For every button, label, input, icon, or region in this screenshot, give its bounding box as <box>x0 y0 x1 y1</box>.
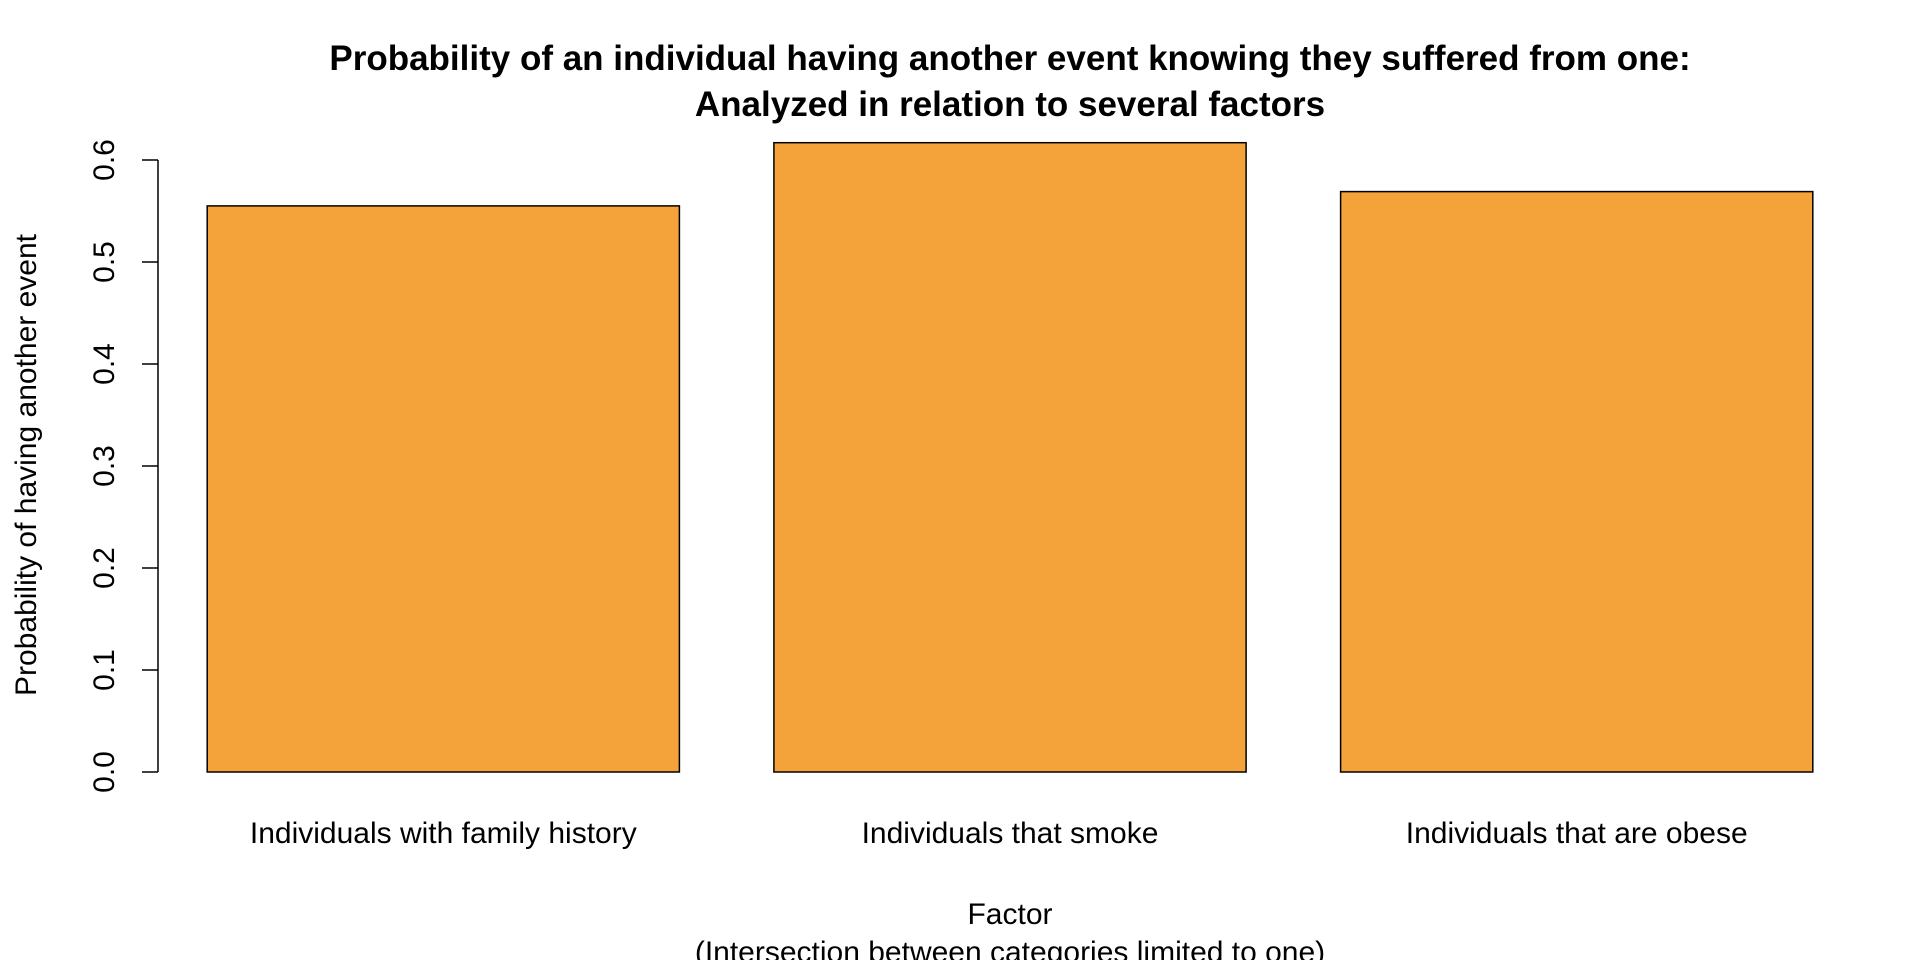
x-axis-label-line-2: (Intersection between categories limited… <box>695 936 1325 960</box>
chart-title-line-2: Analyzed in relation to several factors <box>695 85 1325 124</box>
bar-3 <box>1339 190 1814 773</box>
y-tick-label-1: 0.1 <box>88 649 121 691</box>
x-axis-label: Factor (Intersection between categories … <box>695 898 1325 960</box>
y-axis-label: Probability of having another event <box>10 233 43 696</box>
y-tick-label-3: 0.3 <box>88 445 121 487</box>
bar-1 <box>206 205 681 773</box>
x-tick-label-3: Individuals that are obese <box>1406 817 1748 850</box>
x-axis-label-line-1: Factor <box>967 898 1052 931</box>
y-tick-label-6: 0.6 <box>88 139 121 181</box>
x-axis-tick-labels: Individuals with family history Individua… <box>250 817 1748 850</box>
y-axis: 0.0 0.1 0.2 0.3 0.4 0.5 0.6 <box>88 139 159 793</box>
chart-title-line-1: Probability of an individual having anot… <box>329 39 1690 78</box>
x-tick-label-2: Individuals that smoke <box>862 817 1159 850</box>
x-tick-label-1: Individuals with family history <box>250 817 637 850</box>
y-tick-label-5: 0.5 <box>88 241 121 283</box>
y-tick-label-0: 0.0 <box>88 751 121 793</box>
y-tick-label-4: 0.4 <box>88 343 121 385</box>
bar-2 <box>773 141 1247 773</box>
chart-title: Probability of an individual having anot… <box>329 39 1690 124</box>
bars <box>206 141 1814 773</box>
y-tick-label-2: 0.2 <box>88 547 121 589</box>
